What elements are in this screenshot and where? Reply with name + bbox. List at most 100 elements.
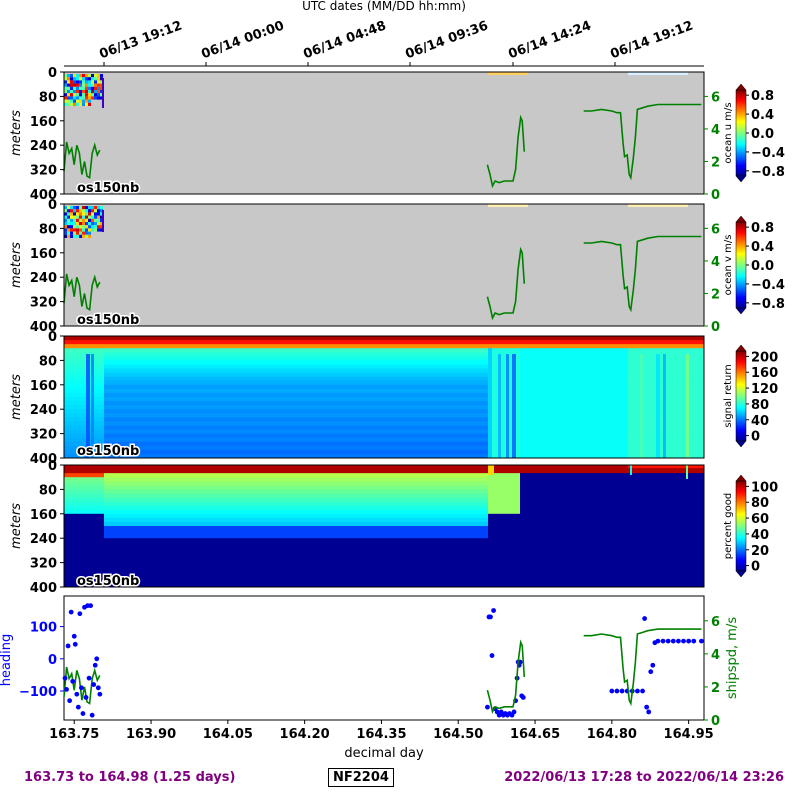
signal-cell <box>492 340 520 345</box>
heading-point <box>70 678 76 684</box>
velocity-cell <box>97 96 100 100</box>
signal-cell <box>520 384 628 390</box>
percent-good-cell <box>104 578 488 584</box>
signal-cell <box>520 376 628 382</box>
velocity-cell <box>85 215 88 219</box>
velocity-cell <box>100 225 103 229</box>
velocity-cell <box>82 222 85 226</box>
percent-good-cell <box>488 493 520 498</box>
signal-cell <box>64 401 104 406</box>
velocity-cell <box>94 96 97 100</box>
heading-point <box>691 638 697 644</box>
velocity-cell <box>76 77 79 81</box>
velocity-cell <box>67 222 70 226</box>
signal-cell <box>488 388 492 394</box>
signal-cell <box>488 445 492 451</box>
y-tick-label: 320 <box>30 296 57 311</box>
percent-good-cell <box>104 497 488 502</box>
velocity-cell <box>73 234 76 238</box>
colorbar-label: percent good <box>723 493 734 559</box>
velocity-cell <box>76 99 79 103</box>
percent-good-cell <box>520 485 704 490</box>
colorbar <box>735 480 747 572</box>
velocity-cell <box>64 228 67 232</box>
velocity-cell <box>70 225 73 229</box>
colorbar-tick-label: −0.4 <box>751 278 785 293</box>
velocity-cell <box>85 102 88 106</box>
percent-good-cell <box>488 513 520 519</box>
signal-cell <box>104 425 488 430</box>
panel-heading-shipspd: heading shipspd, m/s 100 0 −100 6 4 2 0 163.7… <box>0 595 740 761</box>
signal-cell <box>104 401 488 406</box>
velocity-cell <box>88 215 91 219</box>
velocity-cell <box>67 74 70 78</box>
percent-good-cell <box>520 481 704 486</box>
percent-good-cell <box>520 465 704 470</box>
signal-cell <box>512 354 516 458</box>
signal-cell <box>104 449 488 455</box>
signal-cell <box>488 372 492 378</box>
signal-cell <box>64 388 104 394</box>
instrument-label: os150nb <box>77 313 139 328</box>
colorbar <box>735 350 747 442</box>
velocity-cell <box>82 102 85 106</box>
shipspd-line <box>486 639 526 715</box>
velocity-cell <box>70 93 73 97</box>
velocity-cell <box>76 86 79 90</box>
velocity-cell <box>97 206 100 210</box>
velocity-cell <box>85 99 88 103</box>
velocity-cell <box>73 77 76 81</box>
velocity-cell <box>67 209 70 213</box>
percent-good-cell <box>488 534 520 539</box>
signal-cell <box>104 453 488 459</box>
velocity-cell <box>79 225 82 229</box>
velocity-cell <box>91 228 94 232</box>
percent-good-cell <box>104 542 488 547</box>
top-tick-label: 06/14 09:36 <box>404 18 491 62</box>
y-tick-label: 240 <box>30 139 57 154</box>
velocity-cell <box>88 225 91 229</box>
signal-cell <box>520 437 628 443</box>
y-tick-label: 80 <box>39 90 57 105</box>
signal-cell <box>520 340 628 345</box>
signal-cell <box>64 437 104 443</box>
velocity-cell <box>73 212 76 216</box>
percent-good-cell <box>104 582 488 588</box>
signal-cell <box>104 384 488 390</box>
signal-cell <box>104 372 488 378</box>
signal-cell <box>520 433 628 439</box>
percent-good-cell <box>520 538 704 543</box>
shipspd-overlay-line <box>486 246 526 321</box>
right-tick-label: 6 <box>711 222 720 237</box>
percent-good-cell <box>104 489 488 494</box>
heading-point <box>660 638 666 644</box>
top-date-ticks: 06/13 19:12 06/14 00:00 06/14 04:48 06/1… <box>98 18 695 66</box>
panel-ylabel: meters <box>9 242 24 288</box>
signal-cell <box>104 388 488 394</box>
velocity-cell <box>70 234 73 238</box>
signal-cell <box>520 364 628 369</box>
panel-ylabel: meters <box>9 374 24 420</box>
velocity-cell <box>67 80 70 84</box>
percent-good-cell <box>64 578 104 584</box>
velocity-cell <box>70 74 73 78</box>
right-tick-label: 0 <box>711 320 720 335</box>
y-tick-label: 240 <box>30 271 57 286</box>
velocity-cell <box>82 93 85 97</box>
velocity-cell <box>73 86 76 90</box>
signal-cell <box>64 449 104 455</box>
colorbar-label: signal return <box>723 364 734 427</box>
velocity-cell <box>79 215 82 219</box>
right-tick-label: 2 <box>711 681 720 696</box>
percent-good-cell <box>64 530 104 535</box>
colorbar-tick-label: 80 <box>751 496 769 511</box>
heading-point <box>80 711 86 716</box>
velocity-cell <box>70 215 73 219</box>
velocity-cell <box>73 80 76 84</box>
velocity-cell <box>73 218 76 222</box>
velocity-cell <box>70 80 73 84</box>
velocity-cell <box>91 222 94 226</box>
colorbar-tick-label: 0.8 <box>751 221 774 236</box>
velocity-cell <box>67 225 70 229</box>
